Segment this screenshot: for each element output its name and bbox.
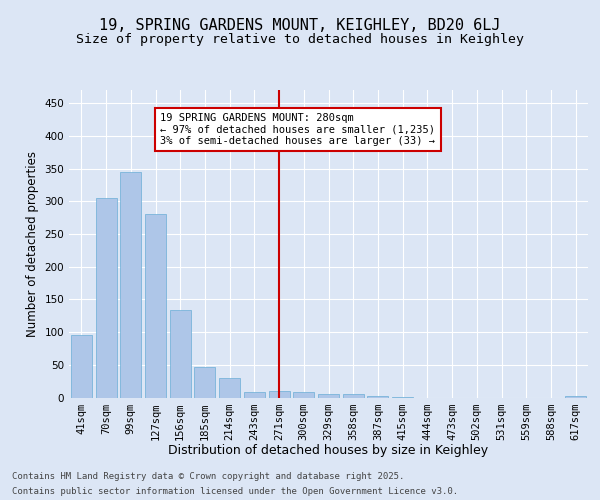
Bar: [71, 336, 92, 398]
Bar: [565, 396, 586, 398]
Bar: [120, 172, 141, 398]
Bar: [293, 392, 314, 398]
Text: Contains HM Land Registry data © Crown copyright and database right 2025.: Contains HM Land Registry data © Crown c…: [12, 472, 404, 481]
Bar: [392, 397, 413, 398]
X-axis label: Distribution of detached houses by size in Keighley: Distribution of detached houses by size …: [169, 444, 488, 457]
Bar: [145, 214, 166, 398]
Text: 19 SPRING GARDENS MOUNT: 280sqm
← 97% of detached houses are smaller (1,235)
3% : 19 SPRING GARDENS MOUNT: 280sqm ← 97% of…: [160, 113, 436, 146]
Y-axis label: Number of detached properties: Number of detached properties: [26, 151, 39, 337]
Bar: [318, 394, 339, 398]
Bar: [219, 378, 240, 398]
Text: 19, SPRING GARDENS MOUNT, KEIGHLEY, BD20 6LJ: 19, SPRING GARDENS MOUNT, KEIGHLEY, BD20…: [99, 18, 501, 32]
Text: Contains public sector information licensed under the Open Government Licence v3: Contains public sector information licen…: [12, 487, 458, 496]
Bar: [343, 394, 364, 398]
Bar: [194, 367, 215, 398]
Bar: [170, 310, 191, 398]
Text: Size of property relative to detached houses in Keighley: Size of property relative to detached ho…: [76, 32, 524, 46]
Bar: [367, 396, 388, 398]
Bar: [95, 198, 116, 398]
Bar: [244, 392, 265, 398]
Bar: [269, 391, 290, 398]
